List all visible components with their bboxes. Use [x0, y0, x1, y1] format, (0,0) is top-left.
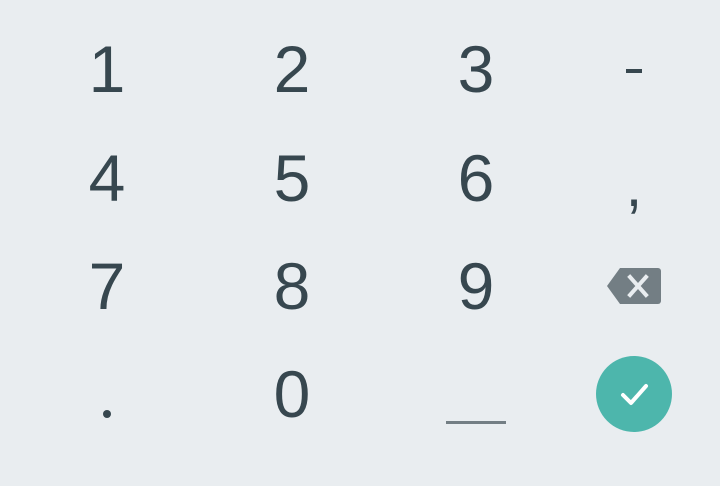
key-9[interactable]: 9 [457, 249, 495, 323]
done-button[interactable] [596, 356, 672, 432]
key-7[interactable]: 7 [88, 249, 126, 323]
key-minus[interactable] [549, 19, 719, 119]
key-6[interactable]: 6 [457, 141, 495, 215]
backspace-icon [607, 268, 661, 304]
key-3[interactable]: 3 [457, 32, 495, 106]
key-space[interactable] [391, 344, 561, 444]
space-bar-icon [446, 420, 506, 424]
key-period[interactable] [22, 344, 192, 444]
key-0[interactable]: 0 [273, 357, 311, 431]
key-1[interactable]: 1 [88, 32, 126, 106]
key-done[interactable] [549, 344, 719, 444]
key-5[interactable]: 5 [273, 141, 311, 215]
key-4[interactable]: 4 [88, 141, 126, 215]
period-symbol [103, 410, 111, 418]
minus-symbol [626, 69, 642, 73]
comma-symbol: , [625, 152, 643, 219]
check-icon [621, 384, 648, 405]
key-comma[interactable]: , [549, 128, 719, 228]
key-8[interactable]: 8 [273, 249, 311, 323]
key-2[interactable]: 2 [273, 32, 311, 106]
key-backspace[interactable] [549, 236, 719, 336]
